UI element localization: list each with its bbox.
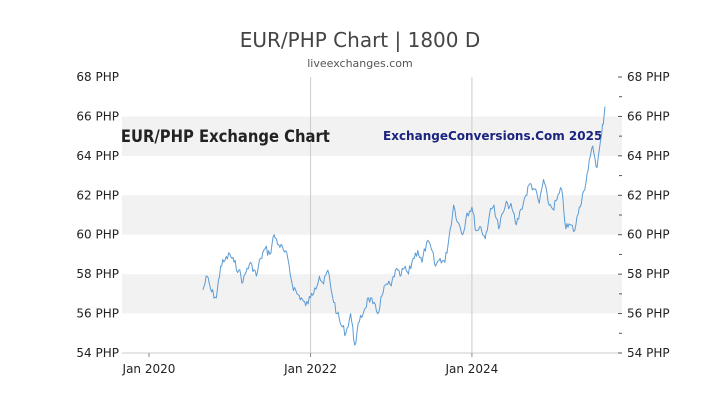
chart-subtitle: liveexchanges.com <box>307 57 412 70</box>
watermark-right: ExchangeConversions.Com 2025 <box>383 129 602 143</box>
series-group <box>202 106 606 346</box>
y-tick-label-right: 66 PHP <box>627 109 670 123</box>
y-tick-label-right: 68 PHP <box>627 70 670 84</box>
x-axis: Jan 2020 Jan 2022 Jan 2024 <box>122 353 498 376</box>
y-tick-label-right: 58 PHP <box>627 267 670 281</box>
chart-title: EUR/PHP Chart | 1800 D <box>240 28 481 52</box>
series-line <box>202 106 606 346</box>
watermark-group: EUR/PHP Exchange Chart ExchangeConversio… <box>121 126 602 146</box>
grid-band <box>122 274 622 314</box>
x-tick-label: Jan 2022 <box>283 362 337 376</box>
y-tick-label-right: 64 PHP <box>627 149 670 163</box>
y-axis-left: 54 PHP 56 PHP 58 PHP 60 PHP 62 PHP 64 PHP 66 P… <box>76 70 119 360</box>
y-tick-label-left: 54 PHP <box>76 346 119 360</box>
y-tick-label-left: 66 PHP <box>76 109 119 123</box>
y-tick-label-right: 62 PHP <box>627 188 670 202</box>
grid-band <box>122 116 622 156</box>
vertical-gridlines <box>310 77 473 353</box>
watermark-left: EUR/PHP Exchange Chart <box>121 126 330 146</box>
x-tick-label: Jan 2024 <box>444 362 498 376</box>
y-tick-label-left: 60 PHP <box>76 228 119 242</box>
grid-band <box>122 195 622 235</box>
y-tick-label-right: 54 PHP <box>627 346 670 360</box>
y-tick-label-left: 56 PHP <box>76 307 119 321</box>
y-tick-label-right: 60 PHP <box>627 228 670 242</box>
y-tick-label-right: 56 PHP <box>627 307 670 321</box>
y-axis-right: 54 PHP 56 PHP 58 PHP 60 PHP 62 PHP 64 PHP 66 P… <box>618 70 670 360</box>
y-tick-label-left: 58 PHP <box>76 267 119 281</box>
y-tick-label-left: 64 PHP <box>76 149 119 163</box>
x-tick-label: Jan 2020 <box>122 362 176 376</box>
y-tick-label-left: 62 PHP <box>76 188 119 202</box>
y-tick-label-left: 68 PHP <box>76 70 119 84</box>
